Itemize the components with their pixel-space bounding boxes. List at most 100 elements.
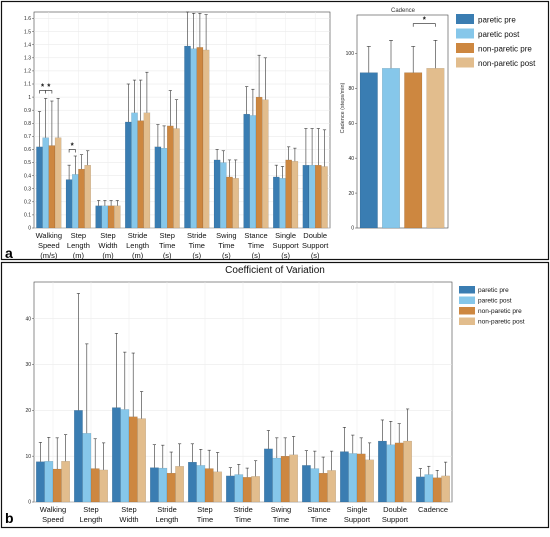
bar <box>272 457 282 503</box>
x-category-label: Speed <box>38 241 60 250</box>
bar <box>202 49 210 229</box>
cv-title: Coefficient of Variation <box>225 265 325 276</box>
x-category-label: (m/s) <box>40 251 58 260</box>
x-category-label: Step <box>197 505 212 514</box>
y-tick-label: 0 <box>28 226 31 232</box>
legend-bottom: paretic pre paretic post non-paretic pre no… <box>459 286 525 326</box>
bar <box>90 468 100 503</box>
bar <box>403 440 412 503</box>
bar <box>137 418 146 503</box>
cv-chart: Coefficient of Variation 0 10 20 30 40 Walkin… <box>25 265 453 524</box>
x-category-label: (s) <box>281 251 290 260</box>
x-category-label: Time <box>159 241 175 250</box>
x-category-label: Stride <box>128 231 148 240</box>
y-tick-label: 0 <box>351 226 354 232</box>
bar <box>242 477 252 503</box>
y-tick-label: 20 <box>25 408 31 414</box>
bar <box>310 468 320 503</box>
x-category-label: Step <box>83 505 98 514</box>
bar <box>213 159 221 229</box>
bar <box>432 477 442 503</box>
bar <box>184 45 191 229</box>
y-tick-label: 100 <box>346 51 355 57</box>
bar <box>196 465 206 503</box>
x-category-label: Length <box>80 515 103 524</box>
y-tick-label: 0 <box>28 500 31 506</box>
significance-asterisk: * <box>423 16 427 25</box>
cadence-chart: Cadence Cadence (steps/min) 0 20 40 60 80 100… <box>340 8 449 232</box>
x-category-label: Time <box>248 241 264 250</box>
bar <box>232 178 239 229</box>
legend-swatch <box>459 307 475 315</box>
bar <box>175 466 184 503</box>
bar <box>190 48 197 229</box>
bar <box>188 461 197 503</box>
x-category-label: Step <box>159 231 174 240</box>
y-tick-label: 40 <box>348 156 354 162</box>
legend-swatch <box>459 317 475 325</box>
y-tick-label: 60 <box>348 121 354 127</box>
bar <box>426 68 445 229</box>
x-category-label: Swing <box>271 505 291 514</box>
y-tick-label: 0.6 <box>24 147 31 153</box>
bar <box>213 471 222 503</box>
bar <box>150 467 159 503</box>
y-tick-label: 0.5 <box>24 160 31 166</box>
bar <box>131 112 138 229</box>
y-tick-label: 1.4 <box>24 42 31 48</box>
bar <box>318 472 328 503</box>
bar <box>204 468 214 503</box>
y-tick-label: 0.8 <box>24 121 31 127</box>
bar <box>404 72 423 229</box>
x-category-label: Stride <box>233 505 253 514</box>
bar <box>54 137 62 229</box>
bar <box>321 166 328 229</box>
x-category-label: (s) <box>163 251 172 260</box>
x-category-label: Single <box>347 505 368 514</box>
bar <box>262 99 269 229</box>
y-tick-label: 1.5 <box>24 29 31 35</box>
x-category-label: Stance <box>244 231 267 240</box>
bar <box>386 444 396 503</box>
bar <box>65 179 73 229</box>
bar <box>291 161 299 229</box>
bar <box>101 205 109 229</box>
bar <box>302 465 311 503</box>
x-category-label: Time <box>189 241 205 250</box>
bar <box>378 440 387 503</box>
bar <box>99 469 108 503</box>
x-category-label: Single <box>275 231 296 240</box>
bar <box>137 120 144 229</box>
bar <box>48 145 56 229</box>
x-category-label: Stance <box>307 505 330 514</box>
bar <box>394 442 404 503</box>
bar <box>308 165 316 229</box>
bar <box>42 137 49 229</box>
legend-label: non-paretic pre <box>478 308 522 315</box>
legend-label: paretic post <box>478 30 520 39</box>
bar <box>107 205 115 229</box>
x-category-label: (s) <box>222 251 231 260</box>
significance-asterisk: * <box>71 141 75 150</box>
bar <box>226 475 235 503</box>
legend-label: non-paretic pre <box>478 45 532 54</box>
y-tick-label: 30 <box>25 362 31 368</box>
bar <box>226 176 233 229</box>
legend-label: paretic pre <box>478 287 509 294</box>
x-category-label: (m) <box>132 251 144 260</box>
bar <box>382 68 400 229</box>
bar <box>356 453 366 503</box>
x-category-label: Time <box>273 515 289 524</box>
bar <box>120 409 130 503</box>
bar <box>36 146 43 229</box>
x-category-label: Step <box>100 231 115 240</box>
y-tick-label: 80 <box>348 86 354 92</box>
bar <box>44 461 54 503</box>
y-tick-label: 20 <box>348 191 354 197</box>
x-category-label: Length <box>126 241 149 250</box>
bar <box>112 407 121 503</box>
x-category-label: Length <box>156 515 179 524</box>
x-category-label: Step <box>121 505 136 514</box>
x-category-label: (s) <box>192 251 201 260</box>
